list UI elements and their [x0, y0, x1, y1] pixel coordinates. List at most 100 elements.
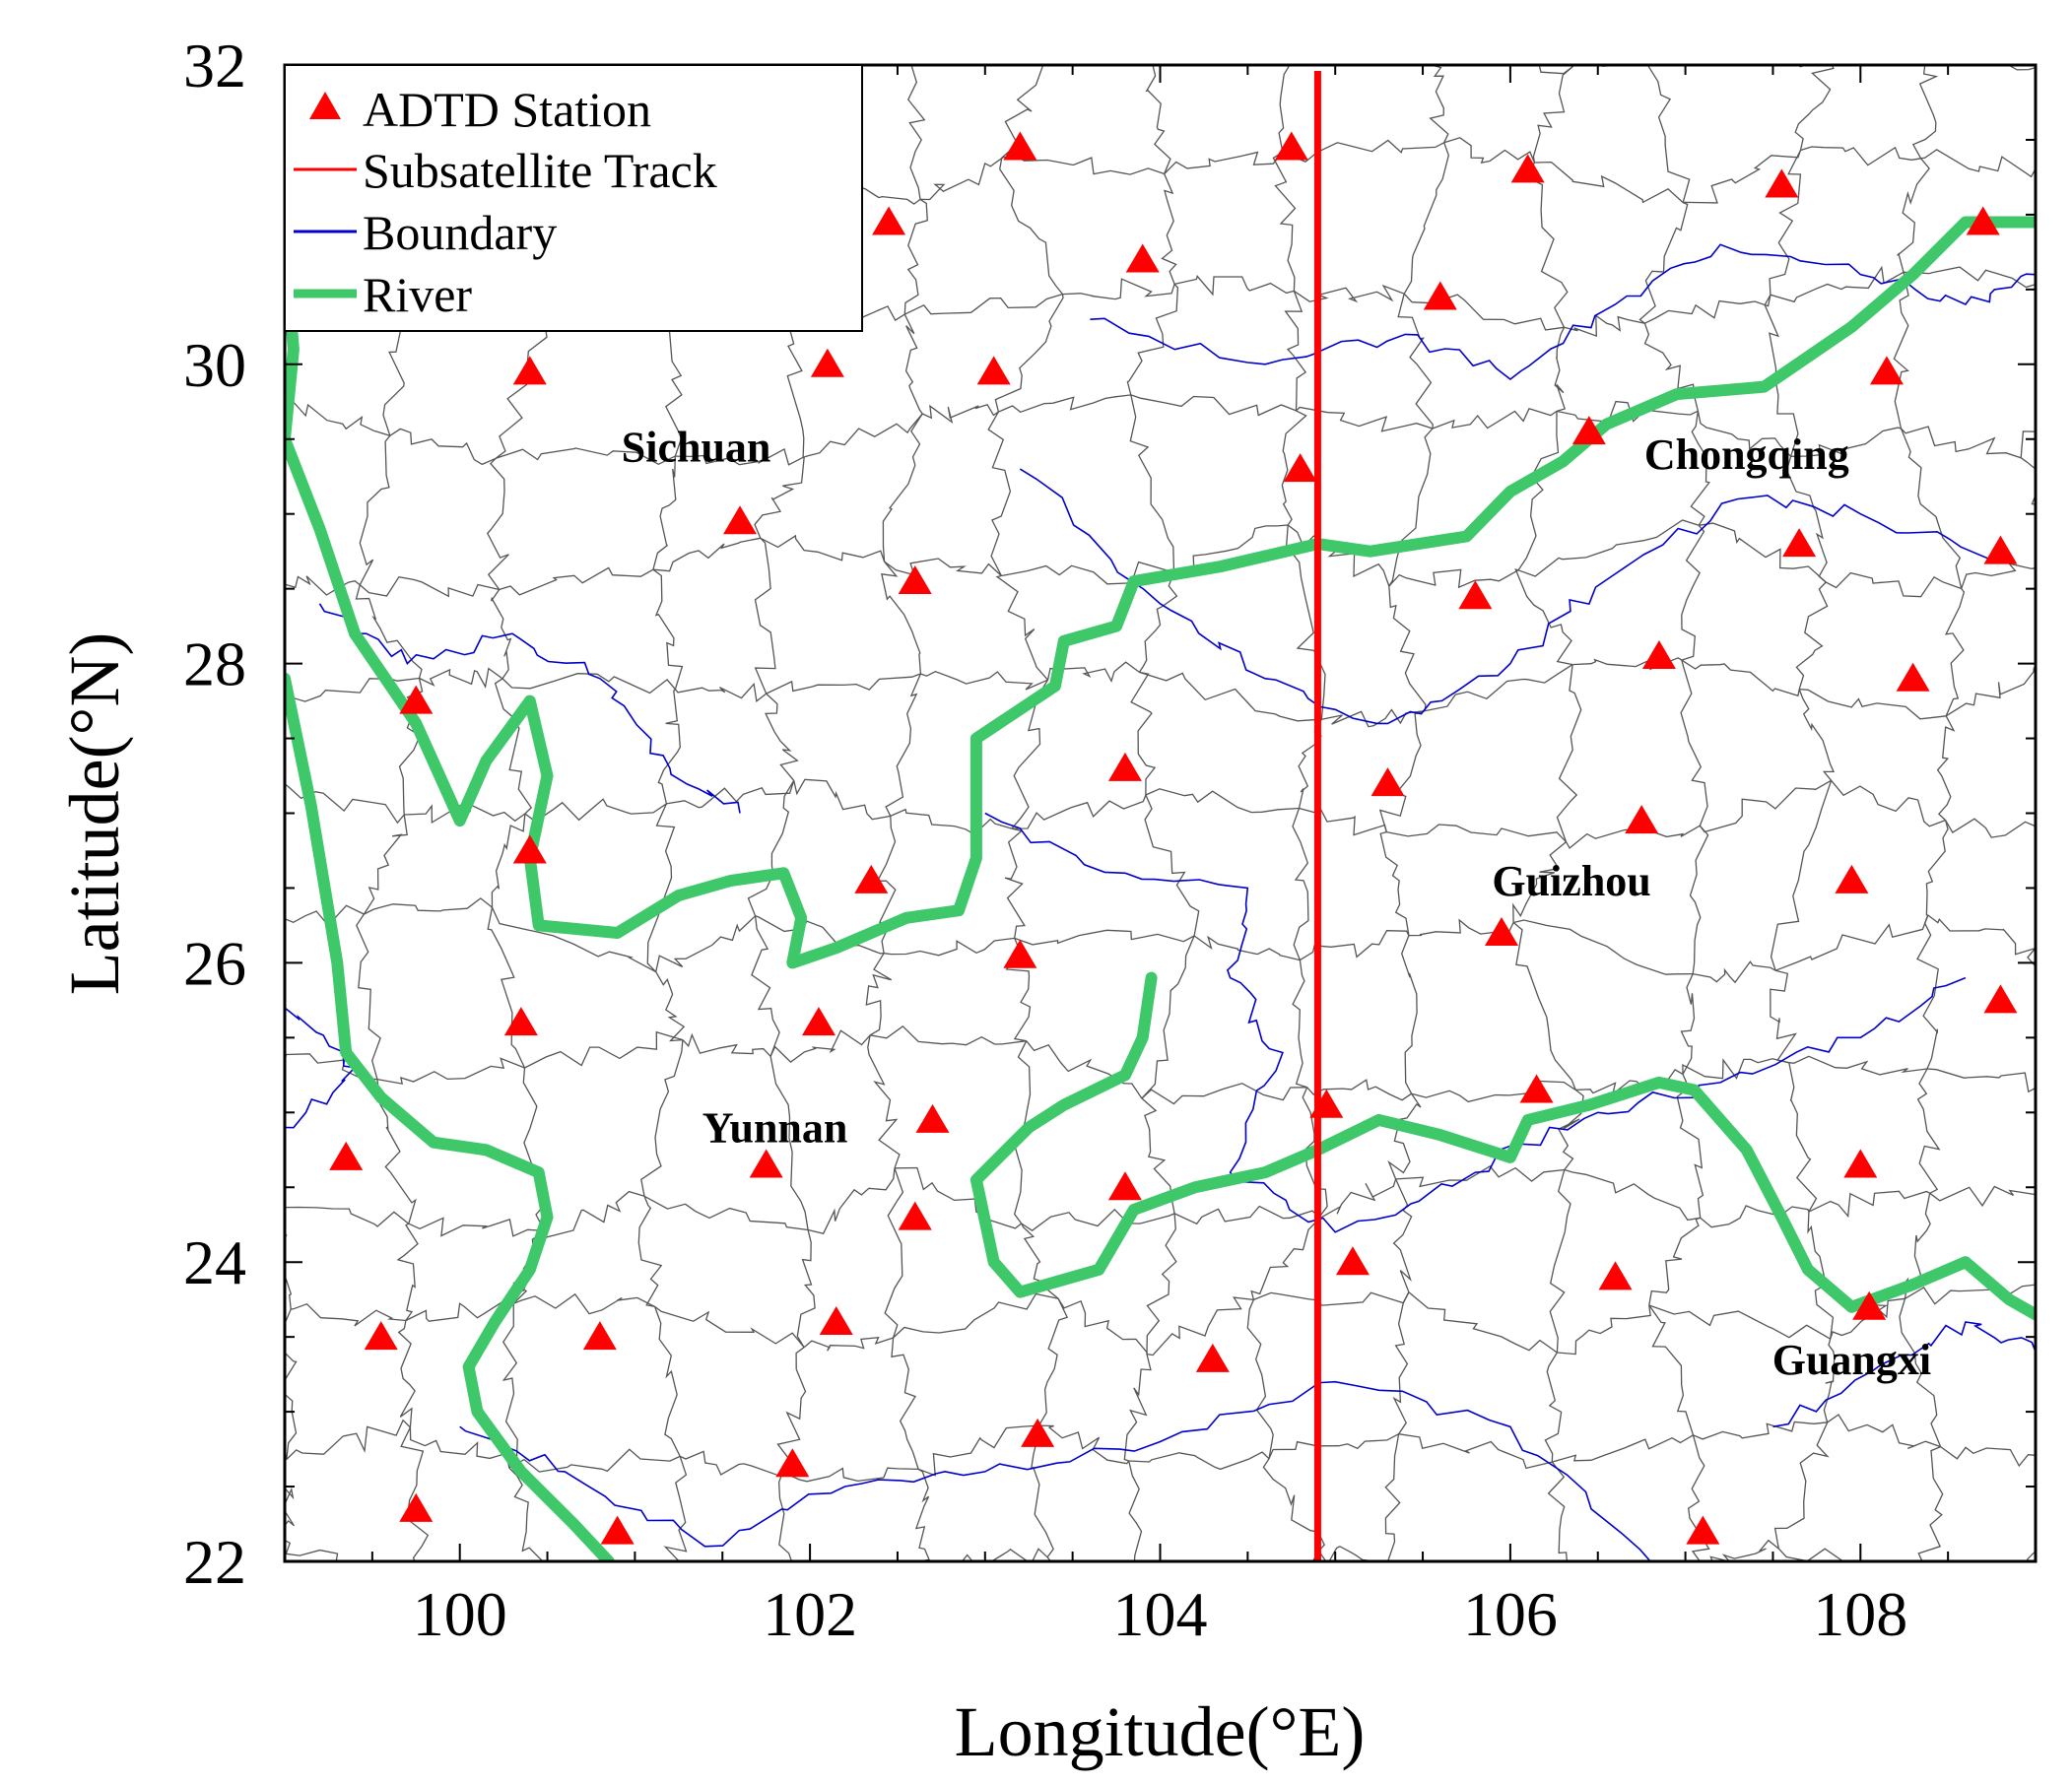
- county-boundary: [495, 447, 676, 466]
- county-boundary: [777, 1472, 793, 1561]
- station-marker: [503, 1007, 538, 1036]
- x-tick-label: 108: [1813, 1579, 1907, 1649]
- county-boundary: [653, 1306, 681, 1457]
- county-boundary: [765, 693, 799, 781]
- station-marker: [1125, 243, 1160, 273]
- county-boundary: [285, 402, 390, 436]
- county-boundary: [666, 780, 795, 809]
- county-boundary: [1300, 930, 1410, 961]
- station-marker: [1782, 528, 1817, 558]
- county-boundary: [1925, 820, 1949, 916]
- county-boundary: [1903, 266, 2036, 289]
- county-boundary: [1144, 794, 1200, 937]
- county-boundary: [512, 1292, 655, 1315]
- county-boundary: [998, 394, 1131, 414]
- station-marker: [1370, 767, 1405, 797]
- county-boundary: [903, 198, 928, 315]
- station-marker: [329, 1141, 364, 1170]
- station-marker: [1765, 168, 1799, 198]
- station-marker: [1458, 580, 1493, 610]
- station-marker: [1423, 281, 1457, 310]
- county-boundary: [1800, 146, 1921, 166]
- station-marker: [976, 356, 1011, 385]
- county-boundary: [1945, 818, 2036, 838]
- county-boundary: [491, 906, 657, 973]
- county-boundary: [679, 1450, 783, 1477]
- county-boundary: [1901, 426, 2022, 459]
- station-marker: [600, 1515, 635, 1545]
- county-boundary: [1532, 66, 1573, 164]
- county-boundary: [663, 1456, 688, 1561]
- county-boundary: [1697, 411, 1792, 457]
- station-marker: [1309, 1089, 1344, 1118]
- station-marker: [1283, 453, 1317, 483]
- county-boundary: [1057, 1297, 1148, 1355]
- station-marker: [872, 206, 906, 235]
- y-tick-label: 22: [183, 1527, 246, 1597]
- station-marker: [582, 1321, 617, 1351]
- county-boundary: [1799, 688, 1947, 720]
- county-boundary: [1001, 65, 1044, 159]
- county-boundary: [1281, 410, 1307, 526]
- station-marker: [1869, 356, 1904, 385]
- county-boundary: [1564, 314, 1645, 338]
- county-boundary: [1638, 202, 1689, 324]
- county-boundary: [1173, 524, 1289, 576]
- county-boundary: [891, 1337, 919, 1470]
- y-tick-labels: 22 24 26 28 30 32: [183, 31, 246, 1597]
- county-boundary: [754, 456, 805, 539]
- station-marker: [1195, 1343, 1230, 1372]
- county-boundary: [1808, 1190, 1931, 1219]
- county-boundary: [1945, 667, 2036, 717]
- x-tick-label: 100: [413, 1579, 507, 1649]
- county-boundary: [1769, 150, 1802, 296]
- county-boundary: [907, 65, 926, 200]
- county-boundary: [1564, 1168, 1701, 1222]
- y-tick-label: 30: [183, 330, 246, 400]
- station-marker: [854, 864, 889, 893]
- county-boundary: [1161, 173, 1177, 285]
- legend-label-river: River: [363, 267, 472, 322]
- county-boundary: [796, 1229, 816, 1349]
- x-tick-label: 102: [763, 1579, 857, 1649]
- legend-label-station: ADTD Station: [363, 82, 651, 137]
- county-boundary: [1689, 825, 1709, 974]
- county-boundary: [1011, 794, 1147, 829]
- county-boundary: [1823, 1339, 1836, 1423]
- county-boundary: [865, 953, 893, 1036]
- county-boundary: [881, 561, 922, 675]
- county-boundary: [1038, 1424, 1130, 1465]
- county-boundary: [919, 156, 1005, 201]
- county-boundary: [904, 293, 1063, 315]
- county-boundary: [286, 1419, 411, 1460]
- county-boundary: [1917, 1446, 1944, 1561]
- county-boundary: [389, 428, 497, 466]
- county-boundary: [652, 456, 677, 570]
- county-boundary: [1547, 1461, 1569, 1561]
- county-boundary: [1927, 914, 2036, 956]
- county-boundary: [355, 584, 423, 679]
- county-boundary: [490, 589, 512, 680]
- county-boundary: [1683, 150, 1802, 204]
- county-boundary: [1004, 827, 1027, 939]
- region-label-guizhou: Guizhou: [1492, 857, 1650, 905]
- county-boundary: [867, 1034, 901, 1169]
- county-boundary: [286, 1549, 360, 1561]
- county-boundary: [802, 413, 923, 458]
- county-boundary: [285, 575, 361, 596]
- river-line: [969, 971, 2036, 1321]
- county-boundary: [1788, 1062, 1818, 1213]
- county-boundary: [356, 913, 381, 1080]
- county-boundary: [405, 1297, 514, 1322]
- county-boundary: [1929, 1185, 2036, 1208]
- county-boundary: [1173, 275, 1295, 297]
- x-tick-label: 104: [1113, 1579, 1208, 1649]
- county-boundary: [1193, 935, 1301, 961]
- station-marker: [723, 505, 758, 535]
- county-boundary: [1556, 664, 1582, 842]
- county-boundary: [921, 404, 999, 424]
- county-boundary: [285, 1053, 377, 1081]
- station-marker: [1835, 864, 1869, 893]
- region-labels: Sichuan Chongqing Guizhou Yunnan Guangxi: [622, 423, 1931, 1384]
- station-marker: [1510, 154, 1545, 183]
